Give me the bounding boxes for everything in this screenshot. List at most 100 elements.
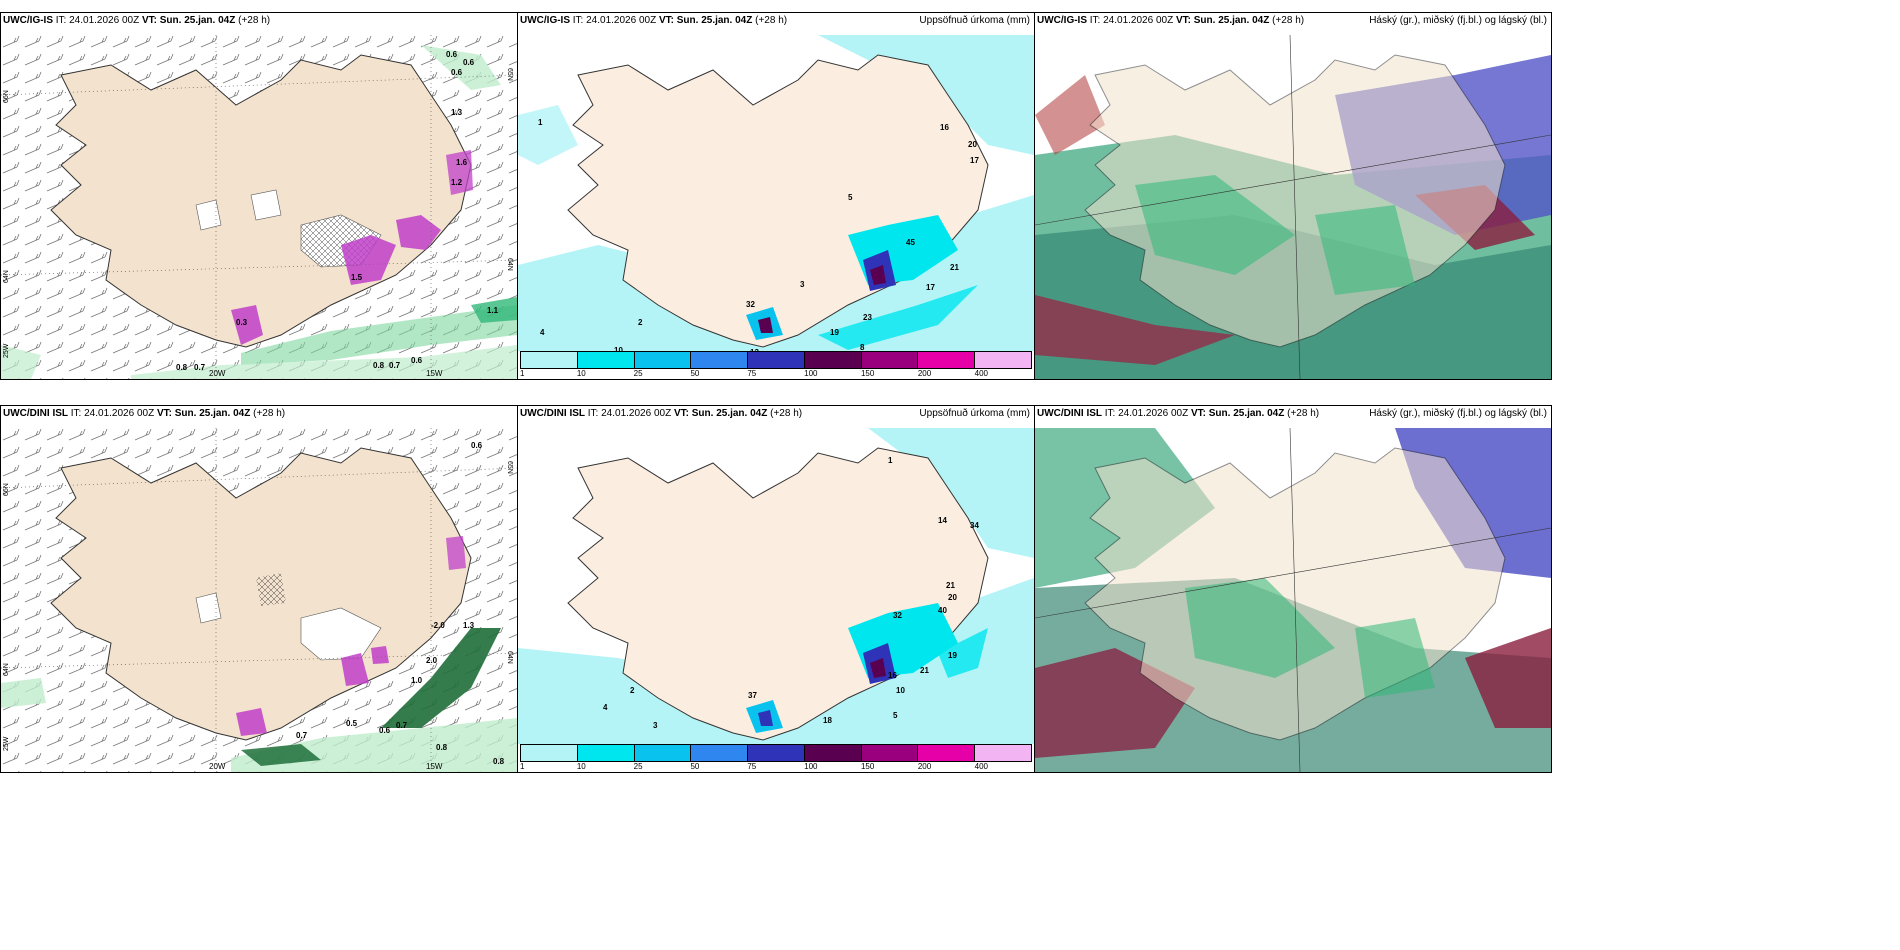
colorbar-swatch (691, 352, 749, 368)
lon-label: 20W (209, 369, 226, 378)
lat-label: 66N (3, 90, 10, 103)
colorbar-tick: 400 (974, 762, 988, 771)
precip-label: 21 (950, 263, 959, 272)
colorbar-swatch (975, 745, 1032, 761)
valid-time: Sun. 25.jan. 04Z (676, 15, 753, 26)
model-name: UWC/DINI ISL (3, 408, 68, 419)
precip-label: 1 (538, 118, 543, 127)
precip-label: 2 (638, 318, 643, 327)
precip-label: 17 (926, 283, 935, 292)
colorbar-tick: 100 (804, 369, 818, 378)
colorbar-swatch (804, 352, 862, 368)
panel-field-title: Uppsöfnuð úrkoma (mm) (919, 15, 1030, 26)
colorbar-swatch (634, 352, 692, 368)
precip-label: 16 (888, 671, 897, 680)
it-label: IT: (1104, 408, 1116, 419)
init-time: 24.01.2026 00Z (1118, 408, 1189, 419)
colorbar (520, 744, 1032, 762)
valid-time: Sun. 25.jan. 04Z (1193, 15, 1270, 26)
lead-time: (+28 h) (770, 408, 803, 419)
precip-label: 32 (746, 300, 755, 309)
colorbar-tick: 1 (520, 369, 525, 378)
map-area (1035, 428, 1551, 772)
panel-precip-igis: UWC/IG-IS IT: 24.01.2026 00Z VT: Sun. 25… (517, 12, 1035, 380)
contour-label: 1.0 (411, 676, 423, 685)
precip-label: 4 (603, 703, 608, 712)
panel-title: UWC/IG-IS IT: 24.01.2026 00Z VT: Sun. 25… (520, 15, 787, 26)
valid-time: Sun. 25.jan. 04Z (174, 408, 251, 419)
colorbar-swatch (748, 745, 805, 761)
vt-label: VT: (658, 15, 674, 26)
panel-title: UWC/IG-IS IT: 24.01.2026 00Z VT: Sun. 25… (1037, 15, 1304, 26)
lead-time: (+28 h) (1272, 15, 1305, 26)
colorbar-swatch (634, 745, 692, 761)
lead-time: (+28 h) (253, 408, 286, 419)
contour-label: 1.1 (487, 306, 499, 315)
panel-title: UWC/DINI ISL IT: 24.01.2026 00Z VT: Sun.… (520, 408, 802, 419)
panel-clouds-igis: UWC/IG-IS IT: 24.01.2026 00Z VT: Sun. 25… (1034, 12, 1552, 380)
valid-time: Sun. 25.jan. 04Z (1208, 408, 1285, 419)
lon-label: 20W (209, 762, 226, 771)
map-area (1035, 35, 1551, 379)
it-label: IT: (572, 15, 584, 26)
precip-label: 17 (970, 156, 979, 165)
precip-label: 40 (938, 606, 947, 615)
panel-precip-dini: UWC/DINI ISL IT: 24.01.2026 00Z VT: Sun.… (517, 405, 1035, 773)
contour-label: 0.5 (346, 719, 358, 728)
precip-label: 34 (970, 521, 979, 530)
lon-label: 15W (426, 762, 443, 771)
contour-label: 0.6 (451, 68, 463, 77)
contour-label: 0.6 (471, 441, 483, 450)
colorbar-tick: 75 (747, 369, 757, 378)
lat-label: 25W (3, 343, 10, 358)
panel-field-title: Háský (gr.), miðský (fj.bl.) og lágský (… (1369, 15, 1547, 26)
contour-label: 0.8 (493, 757, 505, 766)
contour-label: 0.7 (296, 731, 308, 740)
precip-label: 5 (848, 193, 853, 202)
colorbar-swatch (804, 745, 862, 761)
precip-label: 37 (748, 691, 757, 700)
colorbar-swatch (918, 352, 976, 368)
map-area: 1 2 4 16 20 17 19 23 21 17 32 13 10 8 3 … (518, 35, 1034, 351)
contour-label: 0.6 (463, 58, 475, 67)
precip-label: 23 (863, 313, 872, 322)
map-area: 1 2 4 14 34 32 21 20 40 19 21 16 10 18 3… (518, 428, 1034, 744)
valid-time: Sun. 25.jan. 04Z (159, 15, 236, 26)
colorbar-tick: 150 (860, 369, 875, 378)
map-area: 0.6 0.8 1.3 1.2 0.3 0.7 0.8 0.7 0.6 0.6 … (1, 35, 517, 379)
panel-title: UWC/DINI ISL IT: 24.01.2026 00Z VT: Sun.… (1037, 408, 1319, 419)
precip-label: 5 (893, 711, 898, 720)
contour-label: 0.6 (411, 356, 423, 365)
precip-label: 10 (896, 686, 905, 695)
precip-label: 1 (888, 456, 893, 465)
lead-time: (+28 h) (238, 15, 271, 26)
init-time: 24.01.2026 00Z (601, 408, 672, 419)
init-time: 24.01.2026 00Z (586, 15, 657, 26)
colorbar-swatch (975, 352, 1032, 368)
init-time: 24.01.2026 00Z (69, 15, 140, 26)
model-name: UWC/DINI ISL (520, 408, 585, 419)
colorbar-swatch (918, 745, 976, 761)
colorbar-tick: 50 (690, 369, 700, 378)
contour-label: 0.8 (176, 363, 188, 372)
contour-label: 1.3 (451, 108, 463, 117)
contour-label: 0.3 (236, 318, 248, 327)
colorbar-swatch (577, 745, 635, 761)
colorbar (520, 351, 1032, 369)
lat-label: 64N (3, 270, 10, 283)
precip-label: 21 (946, 581, 955, 590)
precip-label: 14 (938, 516, 947, 525)
precip-label: 8 (860, 343, 865, 351)
it-label: IT: (1089, 15, 1101, 26)
precip-label: 13 (750, 348, 759, 351)
colorbar-swatch (521, 352, 578, 368)
contour-label: 0.8 (436, 743, 448, 752)
contour-label: 0.7 (389, 361, 401, 370)
init-time: 24.01.2026 00Z (1103, 15, 1174, 26)
colorbar-swatch (521, 745, 578, 761)
colorbar-tick: 100 (804, 762, 818, 771)
panel-wind-dini: UWC/DINI ISL IT: 24.01.2026 00Z VT: Sun.… (0, 405, 518, 773)
colorbar-tick: 25 (633, 762, 643, 771)
lat-label: 64N (3, 663, 10, 676)
colorbar-tick: 10 (576, 762, 586, 771)
